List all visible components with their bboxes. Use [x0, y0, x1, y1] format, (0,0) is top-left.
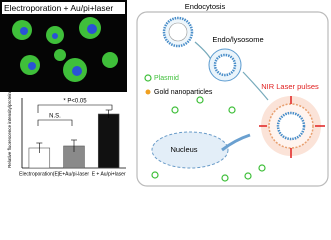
label: Nucleus: [170, 145, 197, 154]
annotation: * P<0.05: [63, 99, 87, 105]
ns-bracket: [37, 119, 73, 126]
liposome: [213, 53, 237, 77]
annotation: N.S.: [49, 114, 61, 120]
bar: [97, 113, 120, 169]
legend-label: Gold nanoparticles: [154, 89, 213, 96]
label: NIR Laser pulses: [261, 82, 319, 91]
nucleus: [151, 131, 229, 169]
laser-arrows: [259, 96, 325, 158]
diagram: Endocytosis Endo/lysosome NIR Laser puls…: [136, 2, 329, 187]
bar-chart: Relative fluorescence intensity/protein …: [7, 92, 126, 177]
x-tick-label: E+Au/pi-laser: [59, 171, 89, 177]
gold-icon: [145, 89, 151, 95]
p-bracket: [37, 104, 113, 113]
label-box: [2, 2, 125, 14]
liposome: [276, 111, 306, 141]
figure: Electroporation + Au/pi+laser Relative f…: [0, 0, 329, 187]
legend-label: Plasmid: [154, 75, 179, 82]
liposome-core: [168, 22, 188, 42]
x-tick-label: Electroporation(E): [19, 171, 60, 177]
y-axis-label: Relative fluorescence intensity/protein: [7, 92, 12, 168]
plasmids: [144, 74, 266, 182]
micrograph-label: Electroporation + Au/pi+laser: [4, 3, 113, 13]
micrograph: Electroporation + Au/pi+laser: [0, 0, 127, 92]
label: Endo/lysosome: [212, 35, 263, 44]
label: Endocytosis: [185, 2, 226, 11]
nuclei: [20, 24, 97, 76]
x-tick-label: E + Au/pi+laser: [92, 171, 126, 177]
micrograph-background: [0, 0, 127, 92]
arrow: [221, 133, 251, 152]
arrow: [242, 71, 269, 101]
